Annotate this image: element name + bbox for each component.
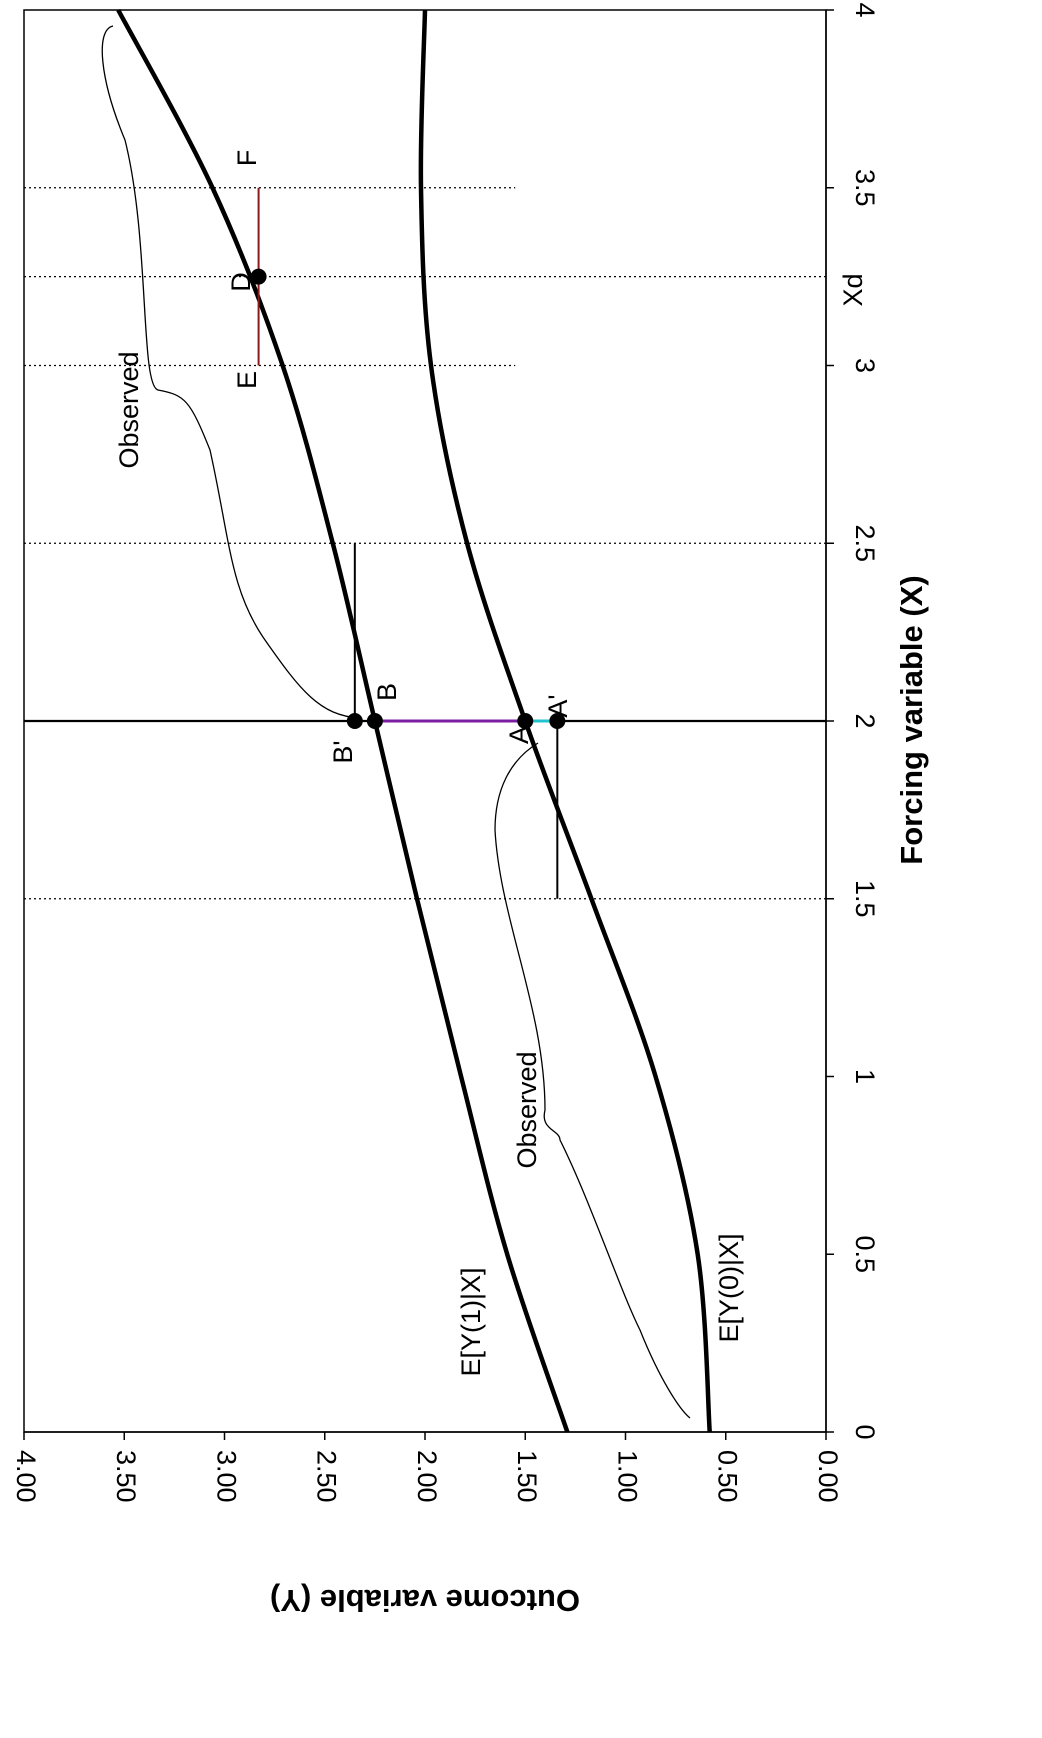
point-A' bbox=[549, 713, 566, 729]
annotation-2: Observed bbox=[114, 351, 144, 468]
y-axis-title: Outcome variable (Y) bbox=[270, 1583, 580, 1618]
y-tick-label: 1.00 bbox=[612, 1450, 642, 1503]
y-tick-label: 4.00 bbox=[11, 1450, 41, 1503]
y-tick-label: 2.00 bbox=[412, 1450, 442, 1503]
x-tick-label: 2.5 bbox=[850, 524, 880, 562]
point-label-B': B' bbox=[328, 740, 358, 763]
point-A bbox=[517, 713, 534, 729]
annotation-3: Observed bbox=[512, 1051, 542, 1168]
y-axis: 0.00 0.50 1.00 1.50 2.00 2.50 3.00 3.50 4.00 bbox=[11, 1431, 843, 1503]
point-B' bbox=[346, 713, 363, 729]
annotation-1: E[Y(0)|X] bbox=[714, 1233, 744, 1342]
annotation-5: F bbox=[232, 150, 262, 167]
y-tick-label: 3.50 bbox=[111, 1450, 141, 1503]
point-label-A': A' bbox=[543, 694, 573, 717]
point-label-D: D bbox=[226, 272, 256, 292]
observed-brace-lower bbox=[494, 742, 691, 1419]
y-tick-label: 1.50 bbox=[512, 1450, 542, 1503]
points bbox=[250, 268, 566, 729]
x-tick-label: 4 bbox=[850, 2, 880, 17]
point-D bbox=[250, 268, 267, 285]
annotation-0: E[Y(1)|X] bbox=[456, 1267, 486, 1376]
observed-brace-upper bbox=[101, 25, 361, 719]
x-tick-label: 0 bbox=[850, 1424, 880, 1439]
x-tick-label: 0.5 bbox=[850, 1235, 880, 1273]
x-tick-label: 1 bbox=[850, 1069, 880, 1084]
x-axis-title: Forcing variable (X) bbox=[894, 575, 929, 864]
x-tick-label: 2 bbox=[850, 713, 880, 728]
annotation-6: Xd bbox=[838, 273, 868, 306]
point-label-B: B bbox=[372, 683, 402, 701]
point-B bbox=[366, 713, 383, 729]
segments bbox=[257, 187, 559, 899]
plot-area: A A' B B' D E[Y(1)|X] E[Y(0)|X] Observed Observe… bbox=[23, 8, 868, 1433]
point-label-A: A bbox=[504, 726, 534, 744]
x-tick-label: 3.5 bbox=[850, 169, 880, 207]
x-tick-label: 3 bbox=[850, 358, 880, 373]
x-tick-label: 1.5 bbox=[850, 880, 880, 918]
y-tick-label: 0.50 bbox=[713, 1450, 743, 1503]
observed-braces bbox=[101, 25, 691, 1419]
y-tick-label: 2.50 bbox=[312, 1450, 342, 1503]
annotation-4: E bbox=[232, 371, 262, 389]
x-axis: 0 0.5 1 1.5 2 2.5 3 3.5 4 bbox=[825, 2, 880, 1440]
annotations: A A' B B' D E[Y(1)|X] E[Y(0)|X] Observed Observe… bbox=[114, 150, 868, 1377]
y-tick-label: 0.00 bbox=[813, 1450, 843, 1503]
y-tick-label: 3.00 bbox=[211, 1450, 241, 1503]
